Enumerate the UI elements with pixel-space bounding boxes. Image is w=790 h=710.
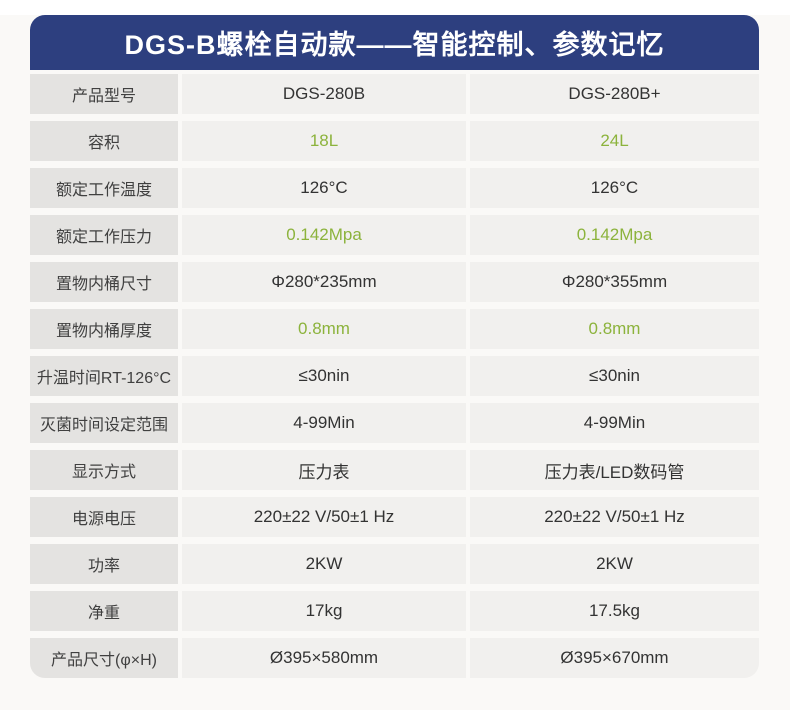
spec-value-cell-model-280b: 18L [182,121,466,161]
spec-value-cell-model-280b-plus: 压力表/LED数码管 [470,450,759,490]
spec-label-cell: 产品型号 [30,74,178,114]
table-row: 功率 2KW 2KW [30,544,759,584]
spec-label-cell: 功率 [30,544,178,584]
spec-value-cell-model-280b-plus: DGS-280B+ [470,74,759,114]
table-body: 产品型号 DGS-280B DGS-280B+ 容积 18L 24L 额定工作温… [30,74,759,678]
spec-value-cell-model-280b: 压力表 [182,450,466,490]
spec-label-cell: 显示方式 [30,450,178,490]
spec-value-cell-model-280b-plus: 2KW [470,544,759,584]
spec-value-cell-model-280b-plus: ≤30nin [470,356,759,396]
spec-value-cell-model-280b: DGS-280B [182,74,466,114]
spec-label-cell: 额定工作温度 [30,168,178,208]
spec-card: DGS-B螺栓自动款——智能控制、参数记忆 产品型号 DGS-280B DGS-… [0,15,790,710]
table-row: 灭菌时间设定范围 4-99Min 4-99Min [30,403,759,443]
spec-value-cell-model-280b-plus: Φ280*355mm [470,262,759,302]
spec-value-cell-model-280b: 17kg [182,591,466,631]
table-row: 产品型号 DGS-280B DGS-280B+ [30,74,759,114]
spec-value-cell-model-280b-plus: 220±22 V/50±1 Hz [470,497,759,537]
spec-value-cell-model-280b: 0.142Mpa [182,215,466,255]
spec-label-cell: 灭菌时间设定范围 [30,403,178,443]
spec-table: DGS-B螺栓自动款——智能控制、参数记忆 产品型号 DGS-280B DGS-… [30,15,759,678]
spec-value-cell-model-280b-plus: 17.5kg [470,591,759,631]
spec-value-cell-model-280b-plus: 126°C [470,168,759,208]
spec-label-cell: 置物内桶厚度 [30,309,178,349]
table-row: 额定工作压力 0.142Mpa 0.142Mpa [30,215,759,255]
spec-value-cell-model-280b: 2KW [182,544,466,584]
spec-label-cell: 升温时间RT-126°C [30,356,178,396]
spec-value-cell-model-280b-plus: 0.8mm [470,309,759,349]
spec-value-cell-model-280b: Φ280*235mm [182,262,466,302]
spec-label-cell: 产品尺寸(φ×H) [30,638,178,678]
spec-label-cell: 电源电压 [30,497,178,537]
spec-value-cell-model-280b-plus: 0.142Mpa [470,215,759,255]
table-row: 显示方式 压力表 压力表/LED数码管 [30,450,759,490]
table-row: 升温时间RT-126°C ≤30nin ≤30nin [30,356,759,396]
spec-value-cell-model-280b-plus: Ø395×670mm [470,638,759,678]
spec-value-cell-model-280b: 126°C [182,168,466,208]
table-row: 电源电压 220±22 V/50±1 Hz 220±22 V/50±1 Hz [30,497,759,537]
spec-value-cell-model-280b: 220±22 V/50±1 Hz [182,497,466,537]
spec-label-cell: 额定工作压力 [30,215,178,255]
spec-label-cell: 置物内桶尺寸 [30,262,178,302]
table-header: DGS-B螺栓自动款——智能控制、参数记忆 [30,15,759,70]
spec-value-cell-model-280b: 4-99Min [182,403,466,443]
top-strip [0,0,790,8]
table-row: 容积 18L 24L [30,121,759,161]
spec-value-cell-model-280b: ≤30nin [182,356,466,396]
table-row: 额定工作温度 126°C 126°C [30,168,759,208]
spec-value-cell-model-280b: 0.8mm [182,309,466,349]
spec-value-cell-model-280b-plus: 4-99Min [470,403,759,443]
table-row: 净重 17kg 17.5kg [30,591,759,631]
table-row: 置物内桶尺寸 Φ280*235mm Φ280*355mm [30,262,759,302]
spec-value-cell-model-280b: Ø395×580mm [182,638,466,678]
spec-label-cell: 净重 [30,591,178,631]
spec-value-cell-model-280b-plus: 24L [470,121,759,161]
table-row: 置物内桶厚度 0.8mm 0.8mm [30,309,759,349]
page-title: DGS-B螺栓自动款——智能控制、参数记忆 [124,30,665,60]
table-row: 产品尺寸(φ×H) Ø395×580mm Ø395×670mm [30,638,759,678]
spec-label-cell: 容积 [30,121,178,161]
